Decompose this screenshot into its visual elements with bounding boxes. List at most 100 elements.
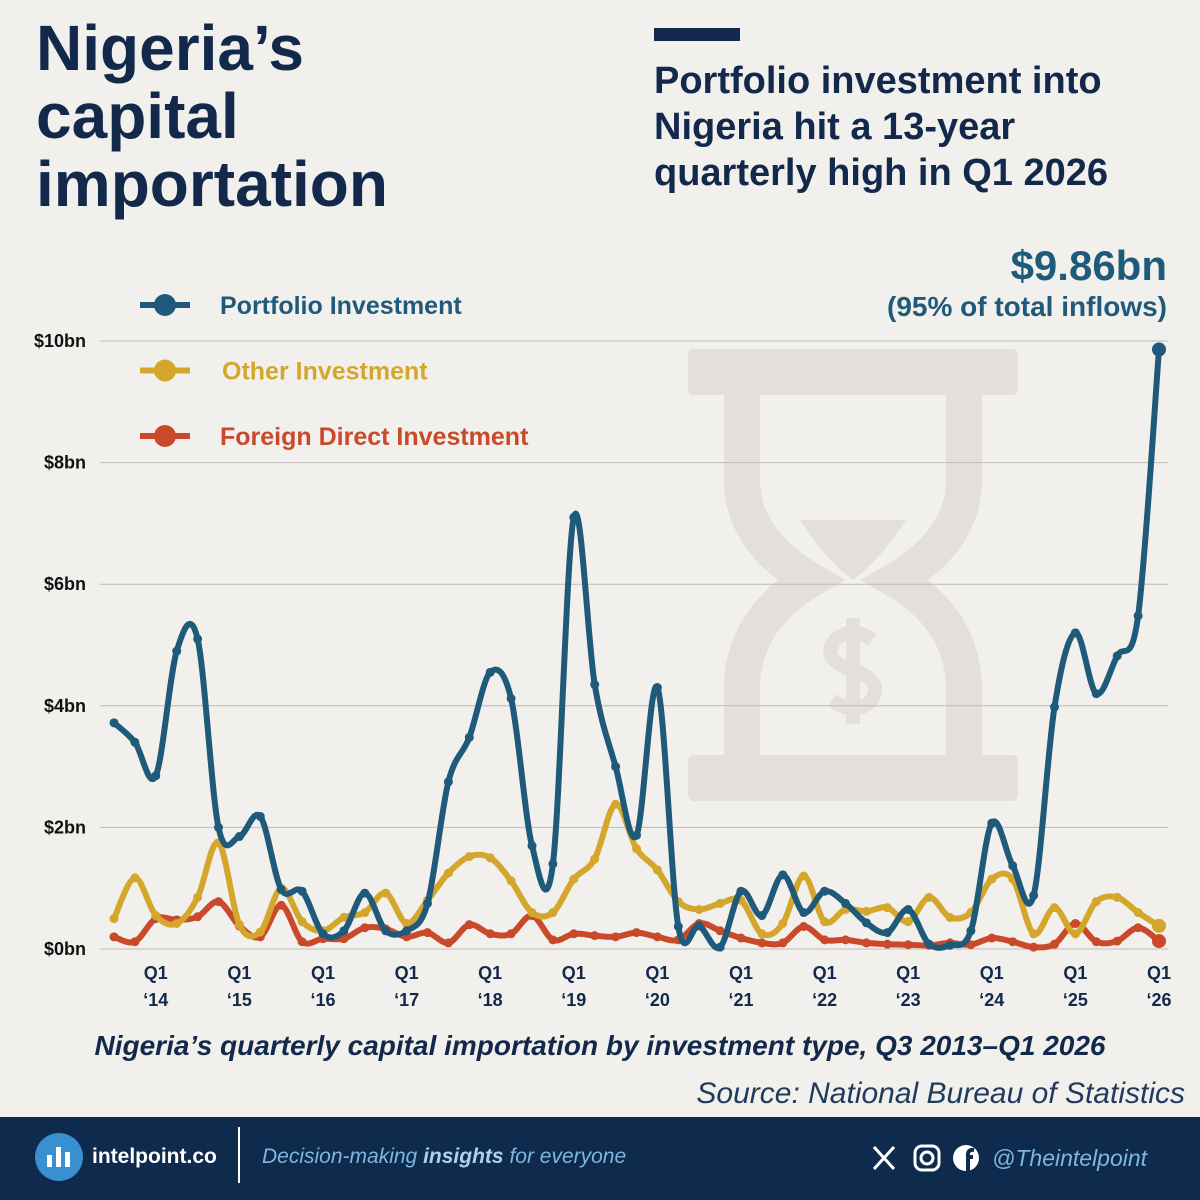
data-point [882, 928, 892, 938]
data-point [945, 912, 955, 922]
data-point [1091, 897, 1101, 907]
annotation: (95% of total inflows) [887, 291, 1167, 322]
data-point [1133, 908, 1143, 918]
tagline: Decision-making insights for everyone [262, 1145, 626, 1169]
data-point [339, 912, 349, 922]
data-point [799, 908, 809, 918]
data-point [736, 886, 746, 896]
data-point [172, 646, 182, 656]
data-point [632, 928, 641, 938]
data-point [1152, 918, 1166, 933]
data-point [611, 799, 621, 809]
data-point [506, 929, 516, 939]
data-point [966, 926, 976, 936]
data-point [339, 926, 349, 936]
data-point [757, 938, 767, 948]
data-point [423, 928, 432, 938]
x-tick-label: Q1 ‘18 [477, 963, 503, 1010]
data-point [715, 942, 725, 952]
data-point [1029, 942, 1039, 952]
data-point [903, 940, 913, 950]
data-point [945, 940, 955, 950]
data-point [1133, 611, 1143, 621]
data-point [778, 870, 788, 880]
data-point [903, 917, 913, 927]
data-point [214, 897, 223, 907]
data-point [861, 906, 871, 916]
data-point [485, 667, 495, 677]
data-point [1008, 861, 1018, 871]
x-tick-label: Q1 ‘26 [1146, 963, 1172, 1010]
x-tick-label: Q1 ‘17 [394, 963, 420, 1010]
data-point [778, 918, 788, 928]
data-point [861, 938, 871, 948]
data-point [778, 938, 788, 948]
data-point [423, 898, 432, 908]
y-tick-label: $10bn [34, 331, 86, 351]
site[interactable]: intelpoint.co [92, 1145, 217, 1168]
x-tick-label: Q1 ‘16 [310, 963, 336, 1010]
data-point [193, 892, 203, 902]
y-tick-label: $2bn [44, 817, 86, 837]
data-point [172, 918, 182, 928]
handle[interactable]: @Theintelpoint [992, 1145, 1148, 1171]
data-point [1029, 890, 1039, 900]
tagline-part: for everyone [509, 1145, 627, 1168]
data-point [130, 937, 140, 947]
data-point [193, 912, 203, 922]
data-point [715, 898, 725, 908]
data-point [130, 737, 140, 747]
x-tick-label: Q1 ‘22 [812, 963, 838, 1010]
data-point [234, 832, 244, 842]
x-tick-label: Q1 ‘23 [895, 963, 921, 1010]
data-point [799, 922, 809, 932]
data-point [109, 932, 119, 942]
data-point [652, 683, 662, 693]
data-point [443, 777, 453, 787]
footer: intelpoint.co Decision-making insights f… [0, 1117, 1200, 1200]
data-point [715, 926, 725, 936]
series-line [111, 346, 1162, 952]
y-tick-label: $6bn [44, 574, 86, 594]
caption: Nigeria’s quarterly capital importation … [94, 1030, 1106, 1061]
data-point [590, 680, 600, 690]
x-tick-label: Q1 ‘25 [1062, 963, 1088, 1010]
data-point [820, 917, 830, 927]
data-point [924, 892, 934, 902]
data-point [694, 921, 704, 931]
data-point [1152, 934, 1166, 949]
data-point [1070, 628, 1080, 638]
data-point [276, 900, 286, 910]
data-point [109, 718, 119, 728]
data-point [381, 926, 391, 936]
legend-swatch [154, 294, 176, 316]
data-point [360, 908, 370, 918]
legend-swatch [154, 425, 176, 447]
data-point [548, 859, 558, 869]
data-point [590, 854, 600, 864]
data-point [1029, 929, 1039, 939]
data-point [360, 888, 370, 898]
data-point [548, 935, 558, 945]
title: Nigeria’s capital importation [36, 12, 388, 220]
data-point [1050, 903, 1059, 913]
x-tick-label: Q1 ‘14 [143, 963, 169, 1010]
data-point [443, 868, 453, 878]
data-point [569, 512, 579, 522]
data-point [652, 932, 662, 942]
data-point [924, 939, 934, 949]
data-point [1050, 702, 1059, 712]
data-point [632, 830, 641, 840]
data-point [402, 926, 412, 936]
footer-icons [35, 1127, 979, 1183]
data-point [318, 929, 328, 939]
data-point [527, 841, 537, 851]
data-point [1112, 892, 1122, 902]
data-point [841, 935, 850, 945]
legend-label: Portfolio Investment [220, 292, 462, 320]
data-point [464, 852, 474, 862]
data-point [381, 888, 391, 898]
data-point [736, 933, 746, 943]
data-point [569, 929, 579, 939]
